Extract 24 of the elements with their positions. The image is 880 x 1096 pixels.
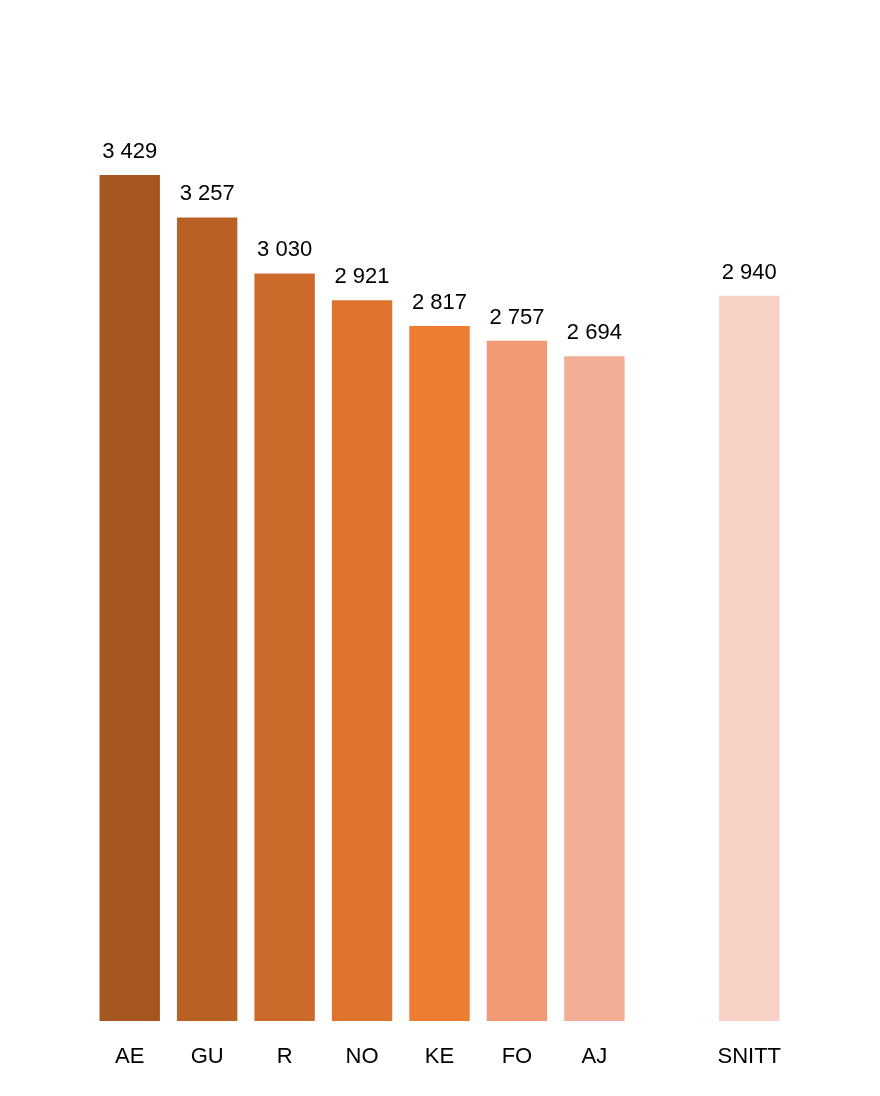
x-tick-label: GU — [190, 1042, 224, 1068]
x-tick-label: AJ — [581, 1042, 608, 1068]
x-tick-label: SNITT — [717, 1042, 782, 1068]
data-label: 2 817 — [411, 288, 468, 314]
x-tick-label: KE — [424, 1042, 455, 1068]
bar — [719, 295, 780, 1021]
data-label: 2 757 — [489, 303, 545, 329]
x-tick-label: R — [276, 1042, 293, 1068]
bar — [254, 273, 315, 1021]
bar — [331, 300, 393, 1021]
data-label: 2 921 — [334, 263, 390, 289]
bar — [564, 356, 625, 1021]
bar — [176, 217, 238, 1021]
bar — [409, 325, 470, 1021]
data-label: 2 694 — [566, 319, 622, 345]
data-label: 2 940 — [721, 258, 777, 284]
x-tick-label: FO — [501, 1042, 533, 1068]
x-tick-label: NO — [345, 1042, 379, 1068]
data-label: 3 429 — [102, 138, 158, 163]
data-label: 3 030 — [257, 236, 313, 262]
bar — [486, 340, 548, 1021]
bar — [99, 175, 160, 1021]
data-label: 3 257 — [179, 180, 235, 206]
x-tick-label: AE — [115, 1042, 145, 1068]
